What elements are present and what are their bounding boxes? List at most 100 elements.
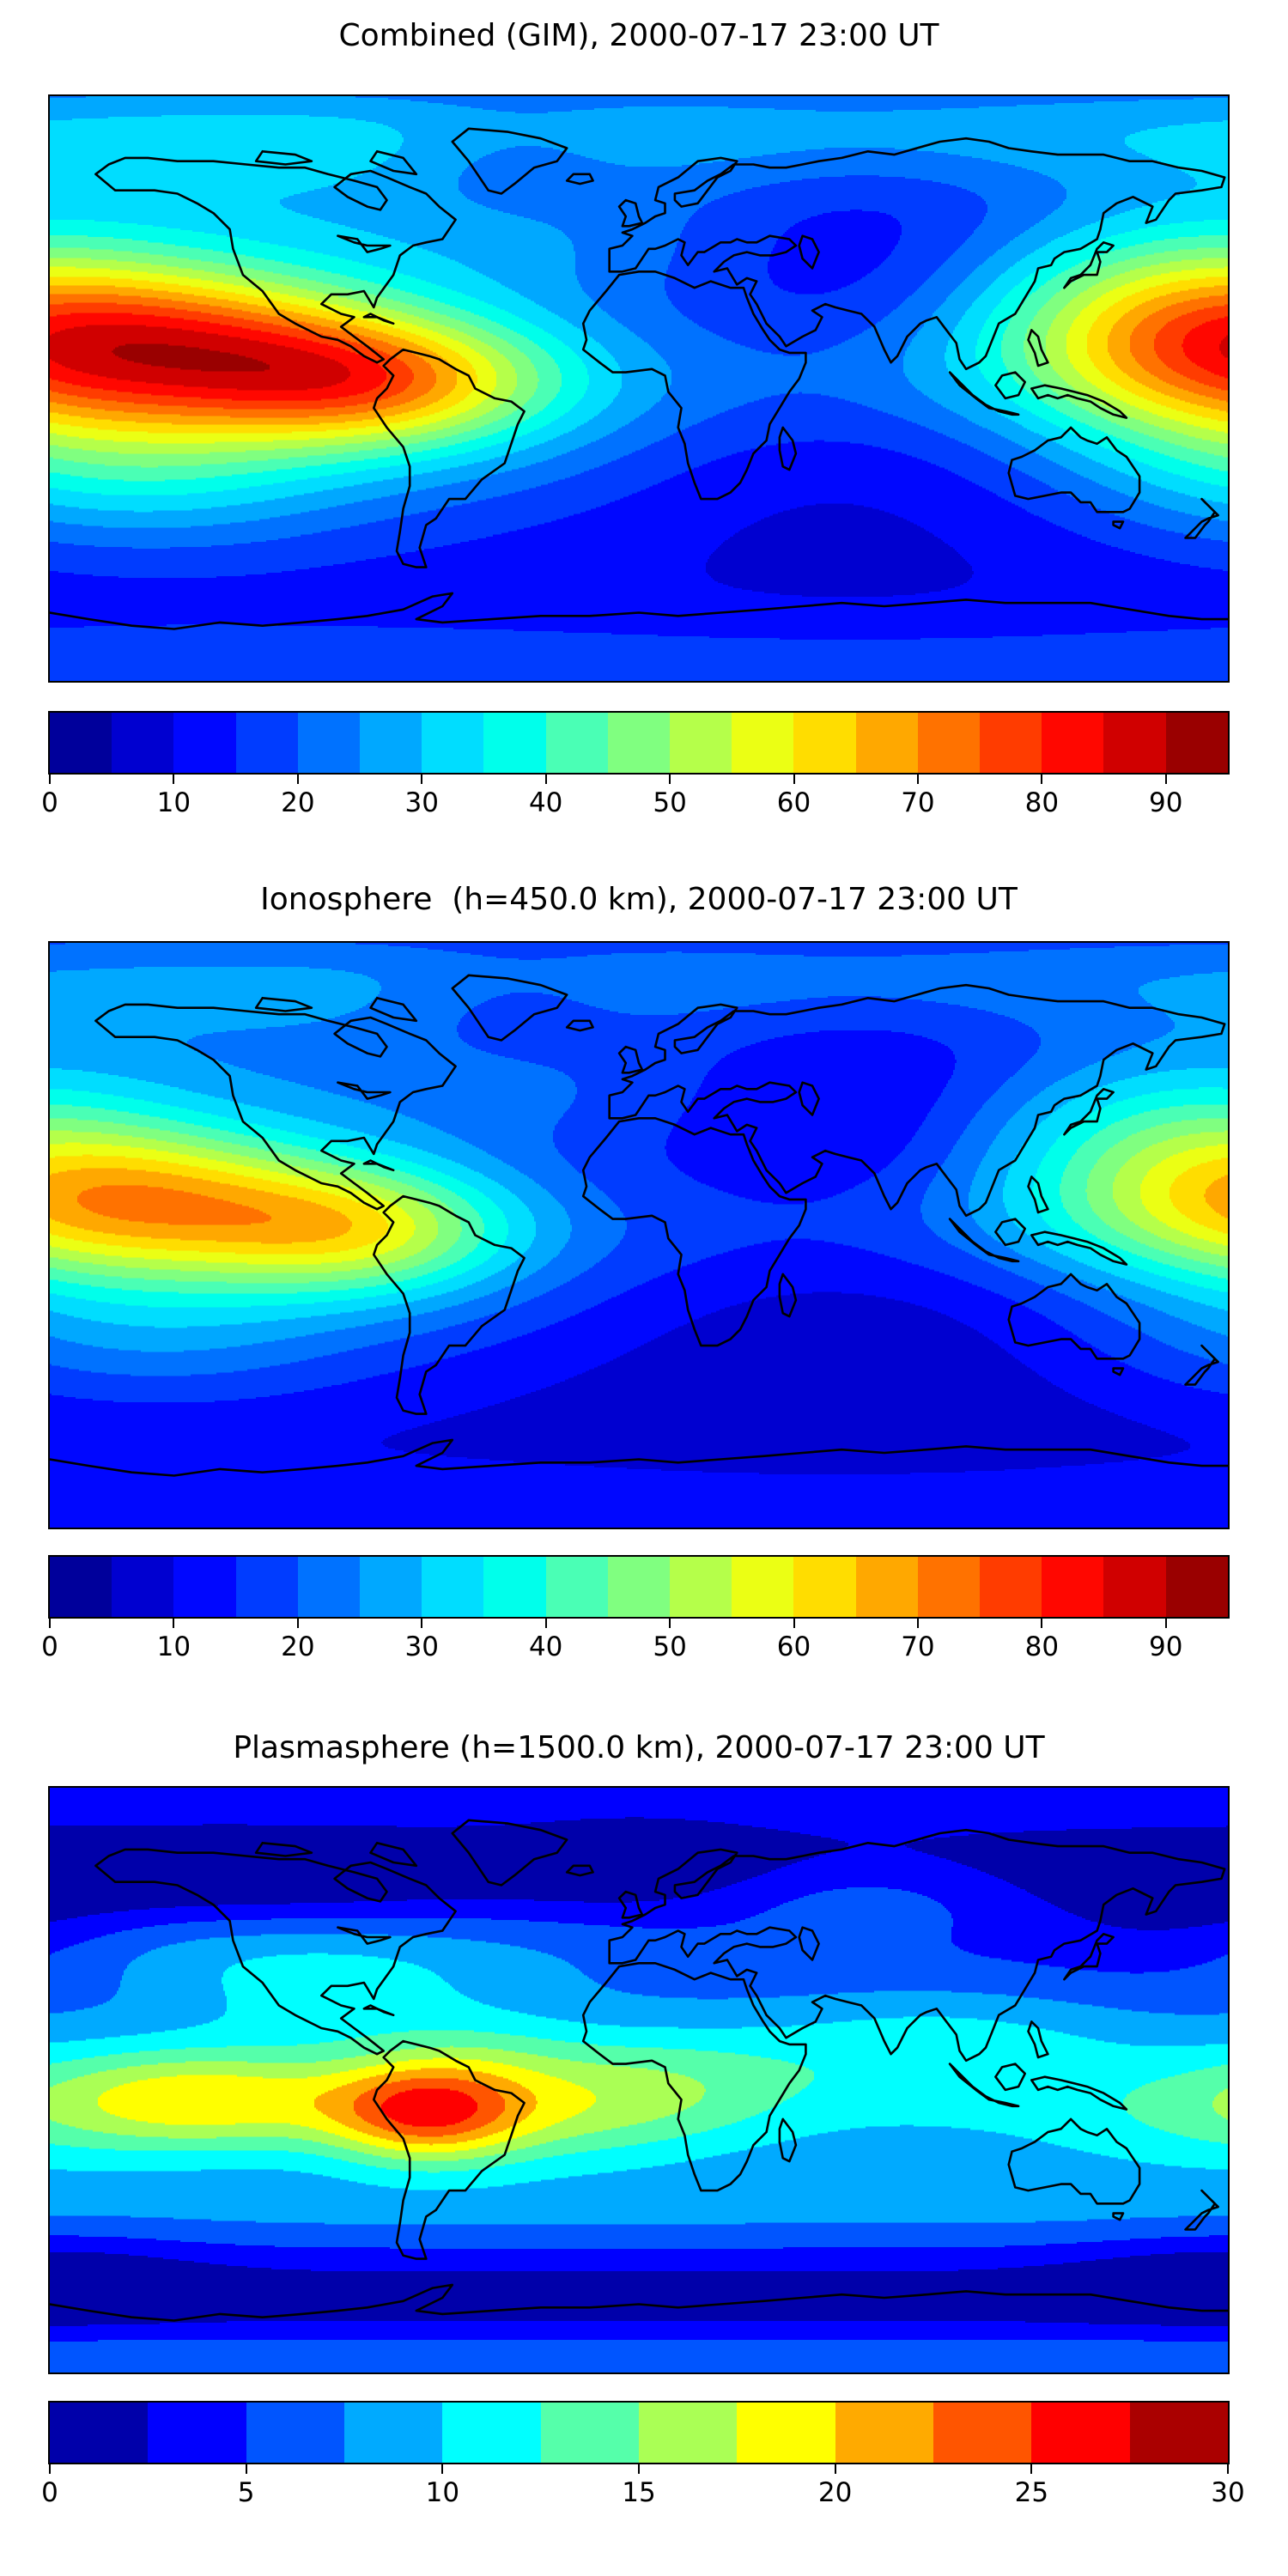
- colorbar-segment: [1042, 713, 1104, 773]
- colorbar-segment: [1103, 1557, 1166, 1617]
- colorbar-tick-labels: 0 5 10 15 20 25 30: [41, 2476, 1245, 2512]
- tick-label: 30: [404, 787, 439, 818]
- colorbar-segment: [483, 1557, 546, 1617]
- colorbar-segment: [980, 713, 1042, 773]
- tick-label: 50: [653, 787, 687, 818]
- tick-label: 10: [425, 2477, 460, 2508]
- colorbar-segment: [442, 2403, 541, 2463]
- tick-mark: [793, 1617, 795, 1628]
- colorbar-segment: [112, 713, 174, 773]
- tick-mark: [1041, 1617, 1043, 1628]
- colorbar-segment: [297, 1557, 361, 1617]
- colorbar: [48, 711, 1230, 775]
- tick-label: 60: [776, 787, 811, 818]
- tick-mark: [1164, 773, 1167, 784]
- tick-mark: [544, 773, 547, 784]
- colorbar-segment: [235, 1557, 298, 1617]
- tick-mark: [1227, 2463, 1229, 2474]
- tick-label: 40: [528, 1631, 563, 1662]
- colorbar-segment: [545, 713, 608, 773]
- page-title: Combined (GIM), 2000-07-17 23:00 UT: [338, 18, 939, 53]
- tick-label: 25: [1014, 2477, 1049, 2508]
- colorbar-segment: [360, 1557, 422, 1617]
- tick-mark: [638, 2463, 640, 2474]
- coastlines-overlay: [50, 974, 1228, 1477]
- colorbar-segment: [1165, 713, 1228, 773]
- tick-mark: [173, 773, 175, 784]
- colorbar-segment: [670, 1557, 732, 1617]
- colorbar-segment: [1165, 1557, 1228, 1617]
- coastline-path: [50, 1819, 1228, 2322]
- colorbar-segment: [148, 2403, 246, 2463]
- tick-label: 60: [776, 1631, 811, 1662]
- world-map-combined: [48, 94, 1230, 683]
- tick-label: 0: [41, 2477, 58, 2508]
- world-map-ionosphere: [48, 941, 1230, 1529]
- colorbar-segment: [545, 1557, 608, 1617]
- colorbar-segment: [917, 713, 981, 773]
- coastline-path: [50, 127, 1228, 630]
- colorbar-segment: [670, 713, 732, 773]
- tick-mark: [1164, 1617, 1167, 1628]
- colorbar-segment: [607, 713, 671, 773]
- tick-mark: [441, 2463, 444, 2474]
- tick-mark: [49, 773, 51, 784]
- colorbar-segment: [343, 2403, 443, 2463]
- tick-mark: [421, 773, 423, 784]
- tick-mark: [49, 1617, 51, 1628]
- colorbar-segment: [360, 713, 422, 773]
- colorbar-segment: [246, 2403, 344, 2463]
- tick-mark: [669, 773, 671, 784]
- tick-label: 10: [156, 1631, 191, 1662]
- colorbar-segment: [235, 713, 298, 773]
- tick-label: 90: [1149, 1631, 1183, 1662]
- tick-mark: [916, 773, 919, 784]
- colorbar-segment: [855, 713, 918, 773]
- tick-mark: [544, 1617, 547, 1628]
- tick-mark: [49, 2463, 51, 2474]
- colorbar-segment: [50, 1557, 112, 1617]
- tick-mark: [669, 1617, 671, 1628]
- tick-label: 20: [281, 1631, 315, 1662]
- colorbar-segment: [793, 713, 856, 773]
- tick-label: 20: [281, 787, 315, 818]
- tick-label: 80: [1024, 1631, 1060, 1662]
- page-title: Plasmasphere (h=1500.0 km), 2000-07-17 2…: [233, 1730, 1045, 1765]
- coastline-path: [50, 974, 1228, 1477]
- tick-label: 20: [817, 2477, 853, 2508]
- colorbar-segment: [173, 1557, 236, 1617]
- tick-label: 10: [156, 787, 191, 818]
- tick-label: 30: [1211, 2477, 1245, 2508]
- colorbar-segment: [1031, 2403, 1130, 2463]
- tick-label: 90: [1149, 787, 1183, 818]
- tick-label: 40: [528, 787, 563, 818]
- coastlines-overlay: [50, 1819, 1228, 2322]
- colorbar-tick-marks: [49, 1617, 1228, 1629]
- colorbar-segment: [483, 713, 546, 773]
- colorbar-segment: [1103, 713, 1166, 773]
- colorbar-segment: [793, 1557, 856, 1617]
- tick-mark: [1041, 773, 1043, 784]
- tick-mark: [916, 1617, 919, 1628]
- colorbar-tick-labels: 0 10 20 30 40 50 60 70 80 90: [41, 1631, 1228, 1667]
- colorbar-segment: [917, 1557, 981, 1617]
- colorbar-tick-labels: 0 10 20 30 40 50 60 70 80 90: [41, 787, 1228, 823]
- colorbar-segment: [50, 713, 112, 773]
- tick-mark: [296, 773, 299, 784]
- colorbar-segment: [732, 1557, 794, 1617]
- colorbar-segment: [732, 713, 794, 773]
- colorbar: [48, 1555, 1230, 1619]
- colorbar-segment: [607, 1557, 671, 1617]
- colorbar-segment: [1129, 2403, 1228, 2463]
- colorbar-segment: [855, 1557, 918, 1617]
- tick-label: 70: [901, 1631, 935, 1662]
- coastlines-overlay: [50, 127, 1228, 630]
- colorbar: [48, 2401, 1230, 2464]
- colorbar-segment: [638, 2403, 738, 2463]
- tick-mark: [834, 2463, 836, 2474]
- tick-label: 80: [1024, 787, 1060, 818]
- colorbar-segment: [835, 2403, 933, 2463]
- colorbar-segment: [1042, 1557, 1104, 1617]
- tick-label: 70: [901, 787, 935, 818]
